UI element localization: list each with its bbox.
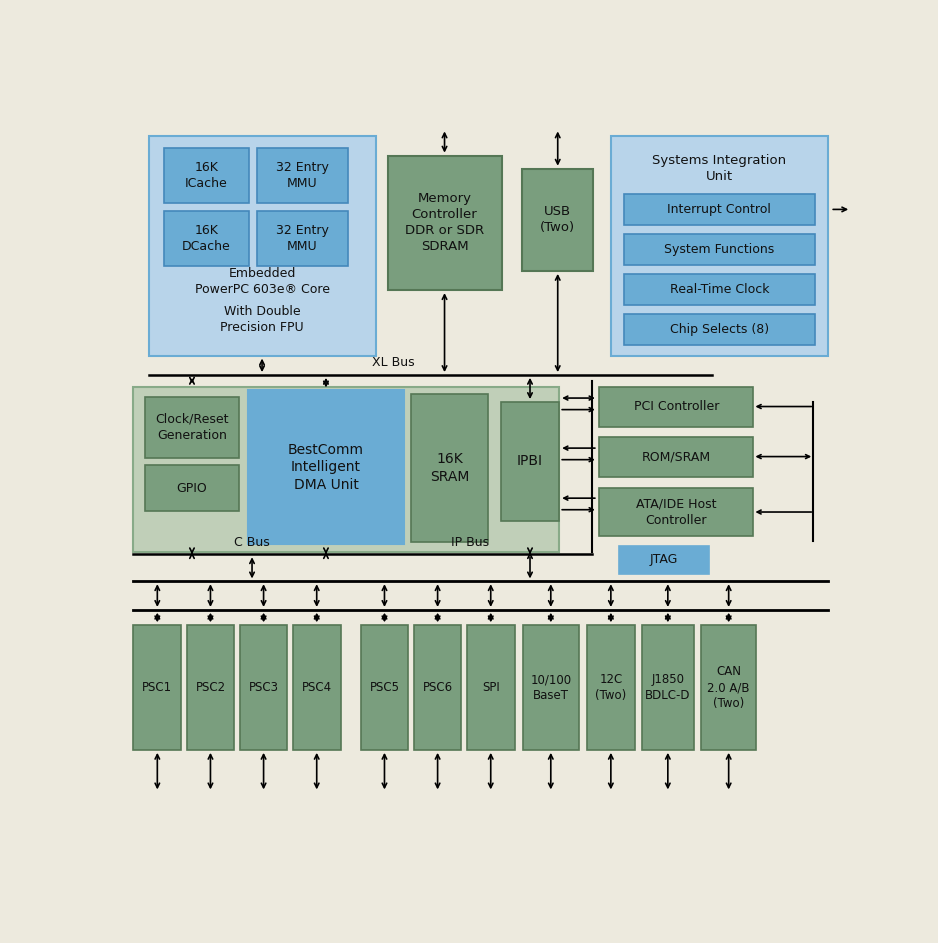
- Text: Systems Integration
Unit: Systems Integration Unit: [652, 154, 786, 183]
- Text: ATA/IDE Host
Controller: ATA/IDE Host Controller: [636, 498, 717, 526]
- Text: 32 Entry
MMU: 32 Entry MMU: [276, 161, 328, 190]
- Bar: [133, 625, 181, 750]
- Text: JTAG: JTAG: [650, 554, 678, 566]
- Bar: [599, 488, 753, 536]
- Text: USB
(Two): USB (Two): [540, 205, 575, 234]
- Text: SPI: SPI: [482, 681, 500, 694]
- Bar: [249, 390, 403, 544]
- Text: 16K
DCache: 16K DCache: [182, 224, 231, 253]
- Text: XL Bus: XL Bus: [371, 356, 415, 369]
- Bar: [618, 546, 709, 574]
- Bar: [624, 234, 815, 265]
- Text: 16K
ICache: 16K ICache: [185, 161, 228, 190]
- Text: With Double
Precision FPU: With Double Precision FPU: [220, 305, 304, 334]
- Bar: [257, 148, 347, 204]
- Bar: [624, 274, 815, 305]
- Bar: [624, 314, 815, 345]
- Text: J1850
BDLC-D: J1850 BDLC-D: [645, 673, 690, 703]
- Text: Embedded
PowerPC 603e® Core: Embedded PowerPC 603e® Core: [194, 267, 329, 295]
- Text: C Bus: C Bus: [234, 536, 270, 549]
- Bar: [145, 465, 239, 511]
- Text: CAN
2.0 A/B
(Two): CAN 2.0 A/B (Two): [707, 665, 749, 710]
- Text: 12C
(Two): 12C (Two): [596, 673, 627, 703]
- Bar: [387, 156, 502, 290]
- Bar: [523, 625, 579, 750]
- Bar: [467, 625, 515, 750]
- Bar: [611, 136, 828, 356]
- Text: 32 Entry
MMU: 32 Entry MMU: [276, 224, 328, 253]
- Text: PSC2: PSC2: [195, 681, 225, 694]
- Text: Memory
Controller
DDR or SDR
SDRAM: Memory Controller DDR or SDR SDRAM: [405, 192, 484, 253]
- Bar: [360, 625, 408, 750]
- Text: Real-Time Clock: Real-Time Clock: [670, 283, 769, 296]
- Bar: [412, 394, 489, 542]
- Bar: [187, 625, 234, 750]
- Bar: [587, 625, 635, 750]
- Text: Interrupt Control: Interrupt Control: [668, 203, 771, 216]
- Bar: [133, 387, 559, 552]
- Bar: [599, 437, 753, 476]
- Text: PCI Controller: PCI Controller: [633, 400, 719, 413]
- Text: 16K
SRAM: 16K SRAM: [431, 453, 470, 484]
- Text: PSC3: PSC3: [249, 681, 279, 694]
- Bar: [414, 625, 461, 750]
- Bar: [624, 194, 815, 224]
- Text: BestComm
Intelligent
DMA Unit: BestComm Intelligent DMA Unit: [288, 443, 364, 491]
- Text: GPIO: GPIO: [176, 482, 207, 495]
- Text: PSC5: PSC5: [370, 681, 400, 694]
- Bar: [599, 387, 753, 426]
- Bar: [257, 211, 347, 266]
- Text: Clock/Reset
Generation: Clock/Reset Generation: [155, 413, 229, 442]
- Bar: [522, 169, 593, 271]
- Text: IP Bus: IP Bus: [451, 536, 489, 549]
- Bar: [164, 211, 249, 266]
- Text: 10/100
BaseT: 10/100 BaseT: [530, 673, 571, 703]
- Bar: [240, 625, 287, 750]
- Text: PSC1: PSC1: [143, 681, 173, 694]
- Text: PSC4: PSC4: [302, 681, 332, 694]
- Bar: [293, 625, 340, 750]
- Text: Chip Selects (8): Chip Selects (8): [670, 323, 769, 336]
- Text: IPBI: IPBI: [517, 455, 543, 469]
- Bar: [145, 396, 239, 458]
- Bar: [164, 148, 249, 204]
- Bar: [642, 625, 694, 750]
- Text: PSC6: PSC6: [422, 681, 453, 694]
- Text: System Functions: System Functions: [664, 243, 775, 256]
- Bar: [501, 402, 559, 521]
- Bar: [701, 625, 756, 750]
- Text: ROM/SRAM: ROM/SRAM: [642, 450, 711, 463]
- Bar: [149, 136, 376, 356]
